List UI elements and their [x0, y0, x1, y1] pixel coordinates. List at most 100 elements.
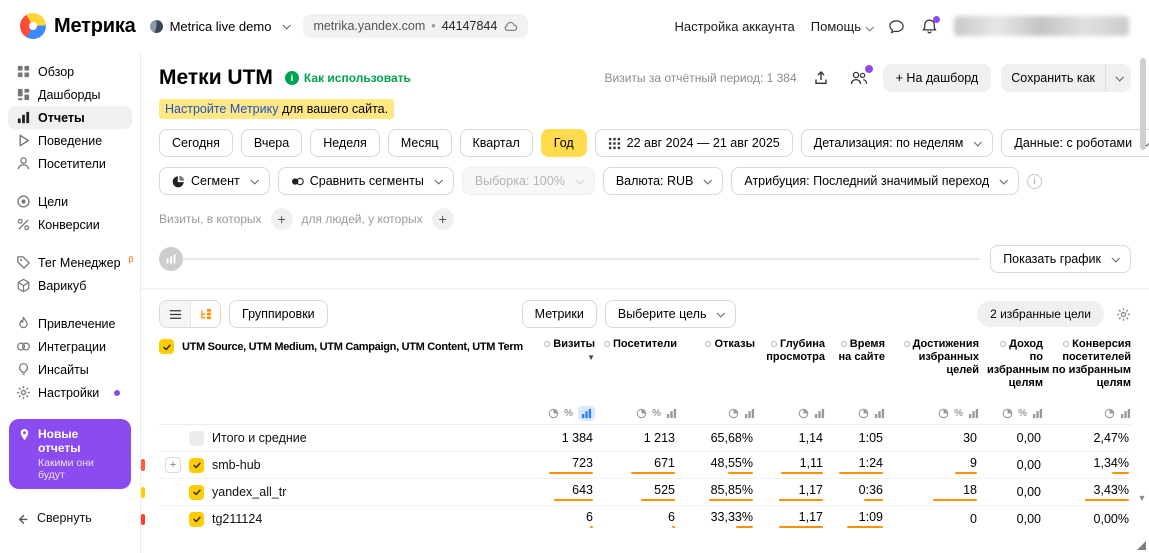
bars-mini-icon[interactable]: [744, 408, 755, 419]
favorite-goals-button[interactable]: 2 избранные цели: [977, 301, 1104, 327]
sidebar-item[interactable]: Цели: [8, 190, 132, 213]
percent-mini-icon[interactable]: %: [564, 407, 573, 419]
account-settings-link[interactable]: Настройка аккаунта: [674, 18, 795, 34]
share-access-button[interactable]: [845, 65, 873, 91]
sidebar-item[interactable]: Интеграции: [8, 335, 132, 358]
period-preset-button[interactable]: Сегодня: [159, 129, 233, 157]
notifications-bell-icon[interactable]: [921, 15, 940, 35]
counter-meta[interactable]: metrika.yandex.com • 44147844: [303, 14, 529, 38]
totals-checkbox[interactable]: [189, 430, 204, 446]
save-as-dropdown[interactable]: [1105, 64, 1131, 92]
detalization-dropdown[interactable]: Детализация: по неделям: [800, 129, 994, 157]
row-checkbox[interactable]: [189, 457, 204, 473]
period-preset-button[interactable]: Вчера: [240, 129, 303, 157]
column-header[interactable]: Конверсия посетителей по избранным целям: [1052, 338, 1131, 389]
bars-mini-icon[interactable]: [874, 408, 885, 419]
pie-mini-icon[interactable]: [1104, 408, 1115, 419]
select-all-checkbox[interactable]: [159, 339, 174, 354]
column-header[interactable]: Время на сайте: [838, 338, 885, 363]
sidebar-item[interactable]: Привлечение: [8, 312, 132, 335]
period-preset-button[interactable]: Квартал: [459, 129, 533, 157]
counter-selector[interactable]: Metrica live demo: [149, 18, 290, 34]
new-reports-promo[interactable]: Новые отчеты Какими они будут: [9, 419, 131, 489]
scrollbar-thumb[interactable]: [1140, 58, 1146, 150]
data-mode-dropdown[interactable]: Данные: с роботами: [1001, 129, 1149, 157]
pie-mini-icon[interactable]: [636, 408, 647, 419]
bars-mini-icon[interactable]: [1120, 408, 1131, 419]
pie-mini-icon[interactable]: [938, 408, 949, 419]
percent-mini-icon[interactable]: %: [652, 407, 661, 419]
scroll-down-arrow-icon[interactable]: ▼: [1137, 493, 1147, 503]
totals-label: Итого и средние: [212, 431, 307, 445]
add-people-filter-button[interactable]: +: [431, 208, 454, 230]
chart-slider-track[interactable]: [180, 258, 981, 260]
chart-slider-handle[interactable]: [159, 247, 183, 271]
column-header[interactable]: Посетители: [595, 338, 677, 351]
sidebar-item[interactable]: Дашборды: [8, 83, 132, 106]
resize-grip[interactable]: [1137, 541, 1146, 550]
sidebar-item[interactable]: Тег Менеджер β: [8, 251, 133, 274]
bars-mini-icon[interactable]: [814, 408, 825, 419]
save-as-button[interactable]: Сохранить как: [1001, 64, 1105, 92]
compare-segments-dropdown[interactable]: Сравнить сегменты: [277, 167, 454, 195]
bars-mini-icon[interactable]: [666, 408, 677, 419]
sidebar-item[interactable]: Поведение: [8, 129, 132, 152]
how-to-use-link[interactable]: i Как использовать: [284, 71, 411, 85]
row-checkbox[interactable]: [189, 511, 204, 527]
user-account-blurred[interactable]: [954, 16, 1129, 36]
currency-dropdown[interactable]: Валюта: RUB: [602, 167, 724, 195]
pie-mini-icon[interactable]: [728, 408, 739, 419]
info-icon[interactable]: i: [1027, 173, 1043, 189]
sidebar-item[interactable]: Конверсии: [8, 213, 132, 236]
bars-mini-icon[interactable]: [1032, 408, 1043, 419]
metrics-button[interactable]: Метрики: [521, 300, 597, 328]
sidebar-item[interactable]: Обзор: [8, 60, 132, 83]
sampling-dropdown[interactable]: Выборка: 100%: [461, 167, 595, 195]
sidebar-item[interactable]: Варикуб: [8, 274, 132, 297]
bars-mini-icon[interactable]: [578, 405, 595, 421]
help-menu[interactable]: Помощь: [811, 19, 872, 34]
column-header[interactable]: Доход по избранным целям: [987, 338, 1050, 389]
sidebar-item[interactable]: Инсайты: [8, 358, 132, 381]
add-to-dashboard-button[interactable]: + На дашборд: [882, 64, 992, 92]
bars-mini-icon[interactable]: [968, 408, 979, 419]
period-preset-button[interactable]: Год: [540, 129, 587, 157]
choose-goal-dropdown[interactable]: Выберите цель: [604, 300, 737, 328]
period-preset-button[interactable]: Неделя: [310, 129, 380, 157]
pie-mini-icon[interactable]: [548, 408, 559, 419]
sidebar-item[interactable]: Отчеты: [8, 106, 132, 129]
setup-metrika-link[interactable]: Настройте Метрику: [165, 102, 279, 116]
column-header[interactable]: Достижения избранных целей: [885, 338, 979, 377]
row-label[interactable]: tg211124: [212, 512, 263, 526]
metric-value: 671: [654, 456, 675, 470]
expand-row-button[interactable]: +: [165, 457, 181, 473]
sidebar-item[interactable]: Настройки: [8, 381, 132, 404]
pie-mini-icon[interactable]: [798, 408, 809, 419]
groupings-button[interactable]: Группировки: [229, 300, 328, 328]
period-preset-button[interactable]: Месяц: [387, 129, 452, 157]
export-button[interactable]: [807, 65, 835, 91]
metrika-logo[interactable]: Метрика: [20, 13, 136, 39]
list-view-button[interactable]: [160, 301, 190, 327]
pie-mini-icon[interactable]: [1002, 408, 1013, 419]
row-label[interactable]: smb-hub: [212, 458, 261, 472]
column-header[interactable]: Визиты ▼: [533, 338, 595, 364]
segment-dropdown[interactable]: Сегмент: [159, 167, 270, 195]
pie-mini-icon[interactable]: [858, 408, 869, 419]
row-label[interactable]: yandex_all_tr: [212, 485, 287, 499]
show-chart-button[interactable]: Показать график: [990, 245, 1131, 273]
column-header[interactable]: Глубина просмотра: [766, 338, 825, 363]
add-visits-filter-button[interactable]: +: [270, 208, 293, 230]
tree-view-button[interactable]: [190, 301, 220, 327]
attribution-dropdown[interactable]: Атрибуция: Последний значимый переход: [731, 167, 1020, 195]
column-header[interactable]: Отказы: [677, 338, 755, 351]
table-settings-gear-icon[interactable]: [1116, 307, 1131, 322]
percent-mini-icon[interactable]: %: [1018, 407, 1027, 419]
percent-mini-icon[interactable]: %: [954, 407, 963, 419]
row-checkbox[interactable]: [189, 484, 204, 500]
vertical-scrollbar[interactable]: ▼: [1137, 56, 1147, 537]
sidebar-item[interactable]: Посетители: [8, 152, 132, 175]
collapse-sidebar-button[interactable]: Свернуть: [8, 511, 132, 525]
chat-icon[interactable]: [888, 18, 905, 35]
date-range-button[interactable]: 22 авг 2024 — 21 авг 2025: [594, 129, 793, 157]
